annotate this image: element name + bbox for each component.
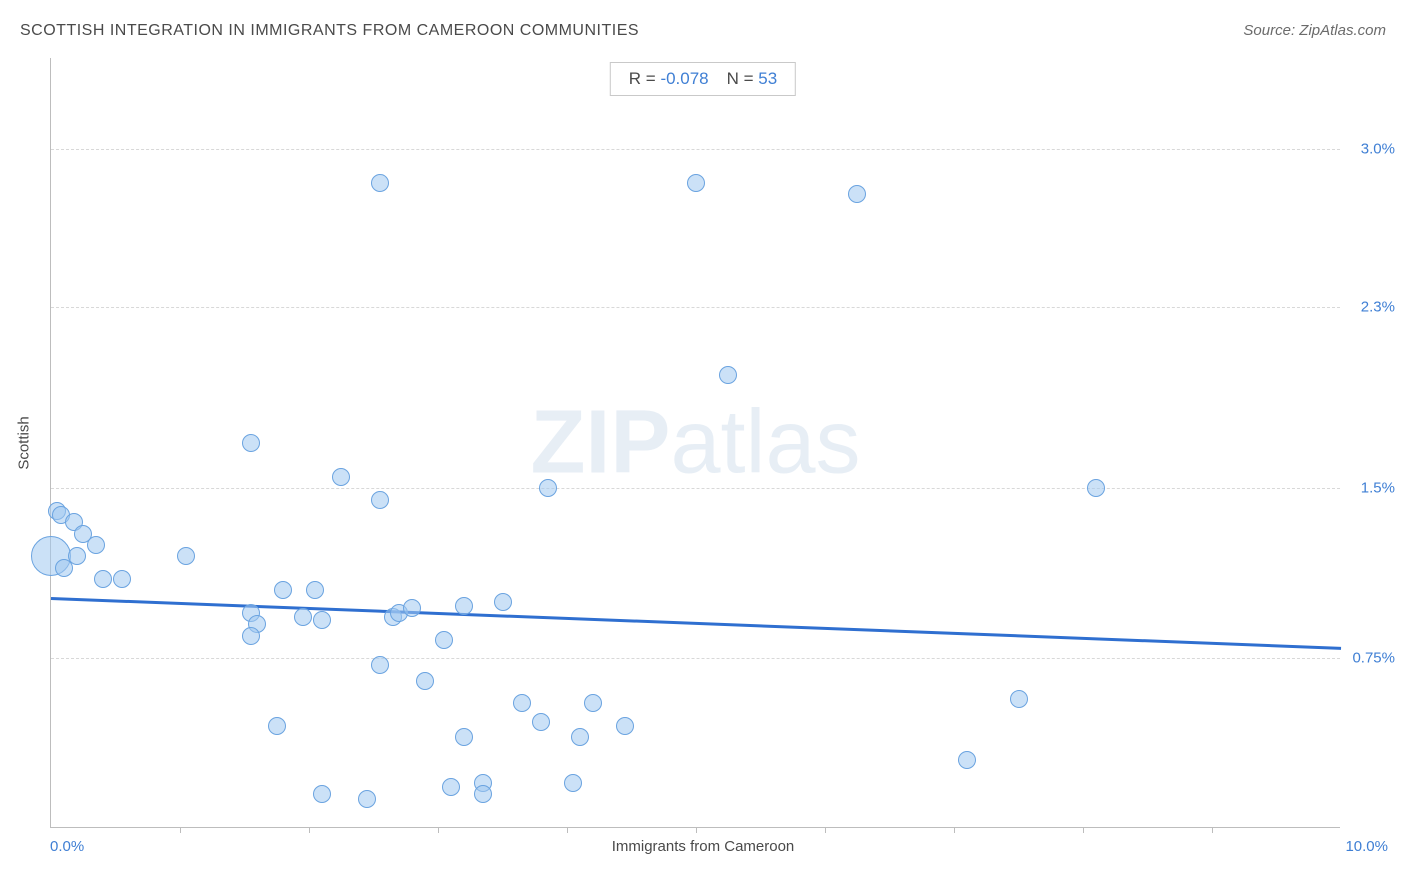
data-point [687, 174, 705, 192]
x-tick [1212, 827, 1213, 833]
watermark-bold: ZIP [530, 392, 670, 492]
stats-box: R = -0.078 N = 53 [610, 62, 796, 96]
y-tick-label: 0.75% [1352, 650, 1395, 667]
data-point [113, 570, 131, 588]
x-tick [567, 827, 568, 833]
chart-title: SCOTTISH INTEGRATION IN IMMIGRANTS FROM … [20, 22, 639, 40]
x-tick [1083, 827, 1084, 833]
data-point [313, 785, 331, 803]
data-point [474, 785, 492, 803]
x-tick [696, 827, 697, 833]
data-point [274, 581, 292, 599]
gridline [51, 149, 1340, 150]
y-tick-label: 3.0% [1361, 140, 1395, 157]
source-prefix: Source: [1243, 22, 1299, 39]
y-tick-label: 1.5% [1361, 480, 1395, 497]
watermark: ZIPatlas [530, 391, 860, 494]
data-point [87, 536, 105, 554]
data-point [455, 728, 473, 746]
gridline [51, 488, 1340, 489]
y-axis-label: Scottish [16, 416, 33, 469]
data-point [242, 434, 260, 452]
data-point [532, 713, 550, 731]
x-tick [438, 827, 439, 833]
scatter-plot-area: ZIPatlas 0.75%1.5%2.3%3.0% [50, 58, 1340, 828]
r-label: R = [629, 69, 661, 88]
data-point [416, 672, 434, 690]
data-point [958, 751, 976, 769]
data-point [306, 581, 324, 599]
x-axis-min-label: 0.0% [50, 838, 84, 855]
watermark-rest: atlas [670, 392, 860, 492]
data-point [442, 778, 460, 796]
data-point [494, 593, 512, 611]
data-point [564, 774, 582, 792]
data-point [371, 491, 389, 509]
data-point [55, 559, 73, 577]
data-point [332, 468, 350, 486]
data-point [616, 717, 634, 735]
data-point [513, 694, 531, 712]
r-value: -0.078 [660, 69, 708, 88]
source-name: ZipAtlas.com [1299, 22, 1386, 39]
n-label: N = [727, 69, 759, 88]
data-point [242, 627, 260, 645]
n-value: 53 [758, 69, 777, 88]
data-point [848, 185, 866, 203]
data-point [571, 728, 589, 746]
data-point [268, 717, 286, 735]
x-tick [825, 827, 826, 833]
gridline [51, 307, 1340, 308]
data-point [94, 570, 112, 588]
x-axis-label: Immigrants from Cameroon [612, 838, 795, 855]
x-tick [309, 827, 310, 833]
x-tick [954, 827, 955, 833]
x-tick [180, 827, 181, 833]
data-point [539, 479, 557, 497]
data-point [294, 608, 312, 626]
data-point [584, 694, 602, 712]
data-point [358, 790, 376, 808]
data-point [1010, 690, 1028, 708]
gridline [51, 658, 1340, 659]
y-tick-label: 2.3% [1361, 299, 1395, 316]
data-point [1087, 479, 1105, 497]
data-point [313, 611, 331, 629]
source-attribution: Source: ZipAtlas.com [1243, 22, 1386, 39]
data-point [719, 366, 737, 384]
data-point [455, 597, 473, 615]
data-point [371, 656, 389, 674]
data-point [403, 599, 421, 617]
x-axis-max-label: 10.0% [1345, 838, 1388, 855]
data-point [435, 631, 453, 649]
data-point [371, 174, 389, 192]
data-point [177, 547, 195, 565]
